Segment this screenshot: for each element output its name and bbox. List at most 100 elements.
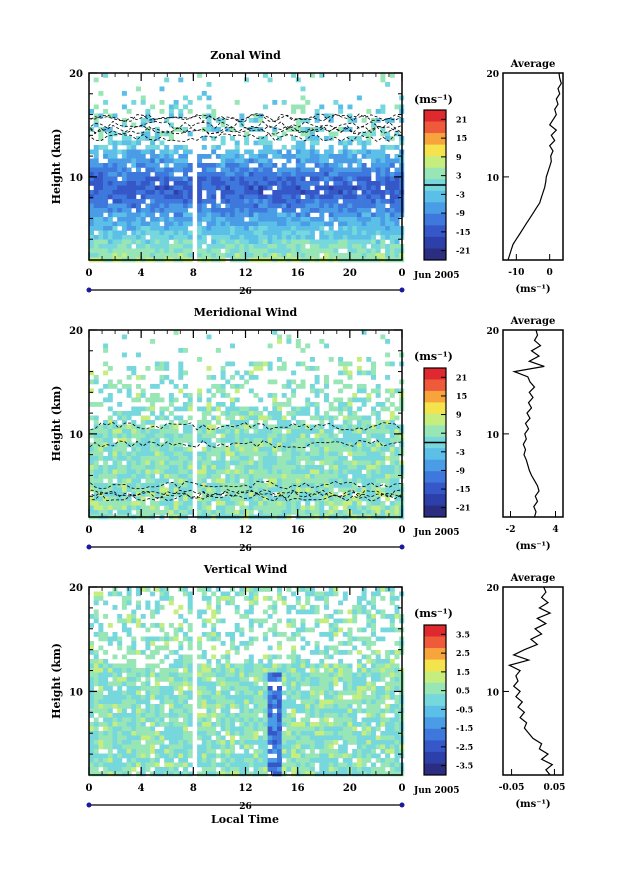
colorbar-unit: (ms⁻¹): [414, 350, 453, 363]
profile-title: Average: [510, 316, 556, 327]
colorbar-segment: [424, 505, 446, 518]
x-tick-label: 16: [291, 783, 305, 794]
profile-y-tick-label: 20: [486, 327, 499, 337]
x-axis-title: Local Time: [211, 813, 279, 826]
colorbar-tick-label: 15: [456, 133, 467, 143]
profile-frame: [502, 72, 564, 261]
profile-x-tick-label: 4: [552, 525, 558, 535]
date-label: Jun 2005: [413, 786, 460, 796]
panel-2: Meridional Wind Height (km) 10 20 0 4 8 12 16 20 0…: [50, 306, 564, 554]
profile-frame: [502, 329, 564, 518]
x-tick-label: 12: [239, 783, 253, 794]
profile-x-label: (ms⁻¹): [515, 284, 550, 295]
colorbar-tick-label: -9: [456, 465, 465, 475]
colorbar-segment: [424, 425, 446, 438]
colorbar-tick-label: -3: [456, 447, 465, 457]
x-tick-label: 20: [343, 525, 357, 536]
colorbar-segment: [424, 213, 446, 226]
colorbar-tick-label: -21: [456, 246, 470, 256]
colorbar-segment: [424, 190, 446, 203]
colorbar-segment: [424, 763, 446, 776]
colorbar-tick-label: 0.5: [456, 686, 470, 696]
profile-title: Average: [510, 573, 556, 584]
day-label: 26: [239, 287, 252, 297]
colorbar-tick-label: -2.5: [456, 742, 473, 752]
colorbar-segment: [424, 459, 446, 472]
colorbar-tick-label: 1.5: [456, 667, 470, 677]
x-tick-label: 0: [86, 525, 93, 536]
colorbar-segment: [424, 225, 446, 238]
profile-x-tick-label: 0: [547, 268, 553, 278]
colorbar-segment: [424, 471, 446, 484]
y-axis-label: Height (km): [50, 129, 63, 205]
colorbar-tick-label: 21: [456, 372, 467, 382]
date-label: Jun 2005: [413, 271, 460, 281]
colorbar-tick-label: 15: [456, 391, 467, 401]
colorbar-segment: [424, 705, 446, 718]
y-tick-label: 10: [69, 173, 83, 184]
profile-x-tick-label: -2: [506, 525, 516, 535]
profile-x-tick-label: -0.05: [499, 783, 525, 793]
x-tick-label: 4: [138, 268, 145, 279]
colorbar-tick-label: 21: [456, 114, 467, 124]
colorbar-segment: [424, 236, 446, 249]
y-axis-label: Height (km): [50, 643, 63, 719]
colorbar-unit: (ms⁻¹): [414, 93, 453, 106]
colorbar-tick-label: 9: [456, 410, 462, 420]
x-tick-label: 0: [86, 268, 93, 279]
profile-x-label: (ms⁻¹): [515, 799, 550, 810]
profile-y-tick-label: 10: [486, 431, 499, 441]
colorbar-segment: [424, 121, 446, 134]
profile-line: [512, 329, 545, 518]
date-label: Jun 2005: [413, 528, 460, 538]
colorbar-tick-label: -3: [456, 189, 465, 199]
profile-x-label: (ms⁻¹): [515, 541, 550, 552]
colorbar-segment: [424, 482, 446, 495]
y-tick-label: 20: [69, 69, 83, 80]
y-axis-label: Height (km): [50, 386, 63, 462]
colorbar-segment: [424, 413, 446, 426]
day-label: 26: [239, 802, 252, 812]
panel-3: Vertical Wind Height (km) 10 20 0 4 8 12 16 20 0 26…: [50, 563, 565, 812]
colorbar-segment: [424, 740, 446, 753]
x-tick-label: 4: [138, 783, 145, 794]
x-tick-label: 12: [239, 268, 253, 279]
profile-line: [507, 586, 554, 776]
colorbar-segment: [424, 448, 446, 461]
profile-x-tick-label: -10: [508, 268, 524, 278]
colorbar-segment: [424, 494, 446, 506]
x-tick-label: 20: [343, 268, 357, 279]
day-label: 26: [239, 544, 252, 554]
x-tick-label: 20: [343, 783, 357, 794]
profile-x-tick-label: 0.05: [543, 783, 565, 793]
colorbar-segment: [424, 379, 446, 392]
colorbar-tick-label: -0.5: [456, 704, 473, 714]
colorbar-segment: [424, 402, 446, 415]
profile-y-tick-label: 20: [486, 70, 499, 80]
colorbar-segment: [424, 671, 446, 684]
colorbar-segment: [424, 728, 446, 741]
colorbar-segment: [424, 248, 446, 261]
panel-1: Zonal Wind Height (km) 10 20 0 4 8 12 16 20 0 26 Jun…: [50, 49, 564, 297]
colorbar-segment: [424, 156, 446, 169]
panel-title: Vertical Wind: [203, 563, 288, 576]
colorbar-segment: [424, 110, 446, 122]
colorbar-segment: [424, 167, 446, 180]
colorbar-frame: [423, 624, 447, 776]
colorbar-segment: [424, 144, 446, 157]
x-tick-label: 16: [291, 268, 305, 279]
x-tick-label: 8: [190, 525, 197, 536]
profile-line: [507, 72, 562, 261]
colorbar-tick-label: 3: [456, 428, 462, 438]
profile-frame: [502, 586, 564, 776]
x-tick-label: 0: [399, 525, 406, 536]
panel-title: Zonal Wind: [210, 49, 281, 62]
y-tick-label: 20: [69, 326, 83, 337]
x-tick-label: 12: [239, 525, 253, 536]
colorbar-tick-label: -21: [456, 503, 470, 513]
x-tick-label: 0: [399, 268, 406, 279]
colorbar-tick-label: 9: [456, 152, 462, 162]
colorbar-segment: [424, 368, 446, 380]
profile-y-tick-label: 20: [486, 584, 499, 594]
